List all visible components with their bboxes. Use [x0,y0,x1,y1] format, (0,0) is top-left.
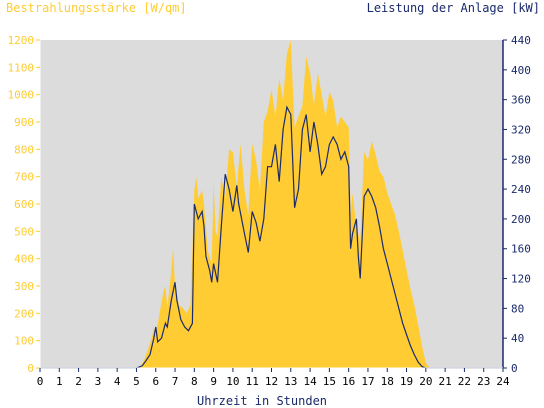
y-right-tick-label: 240 [511,183,531,196]
y-left-tick-label: 1200 [8,34,35,47]
y-right-tick-label: 80 [511,302,524,315]
x-tick-label: 7 [172,375,179,388]
x-tick-label: 14 [303,375,317,388]
axes-layer: 0100200300400500600700800900100011001200… [8,34,531,388]
x-tick-label: 5 [133,375,140,388]
x-axis-title: Uhrzeit in Stunden [197,394,327,408]
x-tick-label: 1 [56,375,63,388]
y-left-tick-label: 1000 [8,89,35,102]
x-tick-label: 16 [342,375,355,388]
y-left-tick-label: 900 [14,116,34,129]
y-right-tick-label: 0 [511,362,518,375]
left-axis-title: Bestrahlungsstärke [W/qm] [6,1,187,15]
y-right-tick-label: 120 [511,273,531,286]
series-layer [40,40,503,369]
x-tick-label: 6 [152,375,159,388]
y-right-tick-label: 360 [511,94,531,107]
x-tick-label: 4 [114,375,121,388]
y-left-tick-label: 1100 [8,61,35,74]
x-tick-label: 15 [323,375,336,388]
x-tick-label: 18 [381,375,394,388]
y-left-tick-label: 700 [14,171,34,184]
x-tick-label: 11 [246,375,259,388]
x-tick-label: 21 [439,375,452,388]
right-axis-title: Leistung der Anlage [kW] [367,1,540,15]
y-left-tick-label: 0 [27,362,34,375]
x-tick-label: 2 [75,375,82,388]
y-left-tick-label: 800 [14,143,34,156]
x-tick-label: 24 [496,375,510,388]
series-power-line [40,105,503,369]
x-tick-label: 10 [226,375,239,388]
x-tick-label: 12 [265,375,278,388]
y-left-tick-label: 400 [14,253,34,266]
series-irradiance-area [40,40,503,368]
y-left-tick-label: 200 [14,307,34,320]
x-tick-label: 13 [284,375,297,388]
x-tick-label: 19 [400,375,413,388]
x-tick-label: 23 [477,375,490,388]
y-right-tick-label: 160 [511,243,531,256]
y-right-tick-label: 200 [511,213,531,226]
y-left-tick-label: 500 [14,225,34,238]
y-right-tick-label: 320 [511,123,531,136]
x-tick-label: 22 [458,375,471,388]
y-left-tick-label: 100 [14,335,34,348]
y-left-tick-label: 600 [14,198,34,211]
y-right-tick-label: 440 [511,34,531,47]
y-right-tick-label: 400 [511,64,531,77]
x-tick-label: 20 [419,375,432,388]
x-tick-label: 9 [210,375,217,388]
y-right-tick-label: 40 [511,332,524,345]
y-right-tick-label: 280 [511,153,531,166]
x-tick-label: 17 [361,375,374,388]
x-tick-label: 8 [191,375,198,388]
x-tick-label: 0 [37,375,44,388]
x-tick-label: 3 [95,375,102,388]
y-left-tick-label: 300 [14,280,34,293]
